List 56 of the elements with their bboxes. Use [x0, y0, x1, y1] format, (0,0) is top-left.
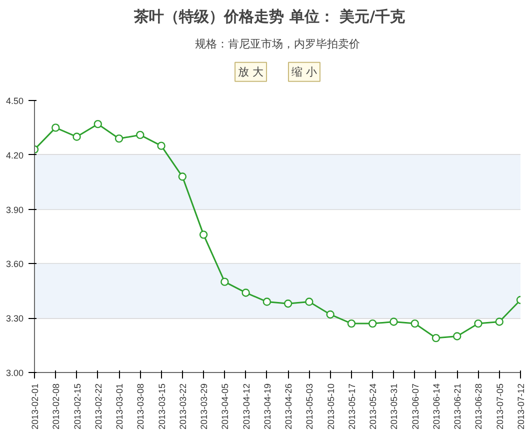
y-tick-label: 3.90	[6, 204, 24, 215]
point	[410, 319, 419, 328]
point	[199, 230, 208, 239]
x-tick-label: 2013-07-12	[516, 383, 526, 430]
point	[347, 319, 356, 328]
point	[157, 142, 166, 150]
x-tick-label: 2013-06-14	[431, 383, 442, 430]
point	[368, 319, 377, 328]
point	[474, 319, 482, 328]
x-tick-label: 2013-03-08	[136, 383, 146, 430]
chart-subtitle: 规格：肯尼亚市场，内罗毕拍卖价	[195, 38, 360, 50]
point	[178, 172, 187, 181]
x-tick-label: 2013-05-17	[346, 383, 357, 430]
point	[52, 124, 60, 132]
x-tick-label: 2013-05-03	[304, 383, 315, 430]
point	[262, 298, 272, 306]
x-tick-label: 2013-04-26	[284, 383, 294, 430]
y-tick-label: 3.00	[6, 368, 24, 378]
x-tick-label: 2013-05-24	[368, 383, 378, 430]
text: 缩 小	[291, 65, 317, 78]
x-tick-label: 2013-06-28	[474, 383, 484, 430]
x-tick-label: 2013-04-12	[241, 383, 252, 430]
chart-title: 茶叶（特级）价格走势 单位： 美元/千克	[133, 8, 406, 26]
point	[220, 278, 229, 286]
y-tick-label: 4.50	[6, 96, 24, 106]
point	[495, 318, 504, 326]
point	[94, 120, 102, 128]
x-tick-label: 2013-02-22	[93, 383, 104, 430]
point	[242, 288, 250, 297]
point	[326, 310, 334, 319]
point	[136, 130, 144, 140]
x-tick-label: 2013-02-15	[72, 383, 82, 430]
x-tick-label: 2013-05-10	[326, 383, 336, 430]
x-tick-label: 2013-03-29	[199, 383, 210, 430]
x-tick-label: 2013-04-05	[220, 383, 230, 430]
x-tick-label: 2013-02-08	[51, 383, 62, 430]
x-tick-label: 2013-02-01	[30, 383, 40, 430]
point	[305, 298, 314, 306]
point	[284, 300, 292, 308]
x-tick-label: 2013-04-19	[262, 383, 272, 430]
point	[390, 318, 398, 326]
text: 放 大	[238, 65, 264, 78]
point	[114, 134, 124, 143]
x-tick-label: 2013-03-15	[156, 383, 167, 430]
x-tick-label: 2013-07-05	[494, 383, 505, 430]
y-tick-label: 3.60	[6, 259, 24, 270]
y-tick-label: 4.20	[6, 150, 24, 160]
x-tick-label: 2013-05-31	[389, 383, 400, 430]
point	[432, 334, 440, 342]
x-tick-label: 2013-03-01	[114, 383, 125, 430]
point	[453, 332, 462, 340]
x-tick-label: 2013-06-21	[452, 383, 463, 430]
x-tick-label: 2013-06-07	[410, 383, 420, 430]
y-tick-label: 3.30	[6, 314, 24, 324]
x-tick-label: 2013-03-22	[178, 383, 188, 430]
point	[72, 132, 81, 141]
